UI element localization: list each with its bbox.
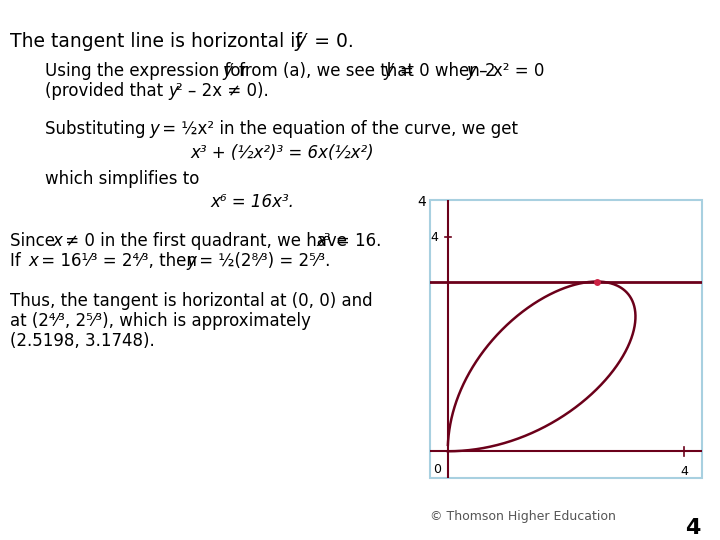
Text: Substituting: Substituting	[45, 120, 150, 138]
Text: x: x	[28, 252, 38, 270]
Text: y: y	[186, 252, 196, 270]
Text: ′ from (a), we see that: ′ from (a), we see that	[230, 62, 419, 80]
Text: y: y	[222, 62, 232, 80]
Text: ′ = 0.: ′ = 0.	[304, 32, 354, 51]
Text: x: x	[316, 232, 326, 250]
Text: ≠ 0 in the first quadrant, we have: ≠ 0 in the first quadrant, we have	[60, 232, 352, 250]
Text: y: y	[383, 62, 393, 80]
Text: 0: 0	[433, 463, 441, 476]
Text: x⁶ = 16x³.: x⁶ = 16x³.	[210, 193, 294, 211]
Text: x³ + (½x²)³ = 6x(½x²): x³ + (½x²)³ = 6x(½x²)	[190, 144, 374, 162]
Text: The tangent line is horizontal if: The tangent line is horizontal if	[10, 32, 308, 51]
Bar	[430, 200, 702, 478]
Text: y: y	[168, 82, 178, 100]
Text: = 16¹⁄³ = 2⁴⁄³, then: = 16¹⁄³ = 2⁴⁄³, then	[36, 252, 202, 270]
Text: Since: Since	[10, 232, 60, 250]
Text: (2.5198, 3.1748).: (2.5198, 3.1748).	[10, 332, 155, 350]
Text: 4: 4	[431, 231, 438, 244]
Text: y: y	[466, 62, 476, 80]
Text: (provided that: (provided that	[45, 82, 168, 100]
Text: at (2⁴⁄³, 2⁵⁄³), which is approximately: at (2⁴⁄³, 2⁵⁄³), which is approximately	[10, 312, 311, 330]
Text: ² – 2x ≠ 0).: ² – 2x ≠ 0).	[176, 82, 269, 100]
Text: 4: 4	[680, 465, 688, 478]
Text: ³ = 16.: ³ = 16.	[324, 232, 382, 250]
Text: © Thomson Higher Education: © Thomson Higher Education	[430, 510, 616, 523]
Text: x: x	[52, 232, 62, 250]
Text: 4: 4	[685, 518, 700, 538]
Text: – x² = 0: – x² = 0	[474, 62, 544, 80]
Text: y: y	[294, 32, 305, 51]
Text: Using the expression for: Using the expression for	[45, 62, 253, 80]
Text: 4: 4	[418, 195, 426, 209]
Text: = ½(2⁸⁄³) = 2⁵⁄³.: = ½(2⁸⁄³) = 2⁵⁄³.	[194, 252, 330, 270]
Text: = ½x² in the equation of the curve, we get: = ½x² in the equation of the curve, we g…	[157, 120, 518, 138]
Text: y: y	[149, 120, 159, 138]
Text: Thus, the tangent is horizontal at (0, 0) and: Thus, the tangent is horizontal at (0, 0…	[10, 292, 373, 310]
Text: If: If	[10, 252, 26, 270]
Text: which simplifies to: which simplifies to	[45, 170, 199, 188]
Text: ′ = 0 when 2: ′ = 0 when 2	[391, 62, 495, 80]
